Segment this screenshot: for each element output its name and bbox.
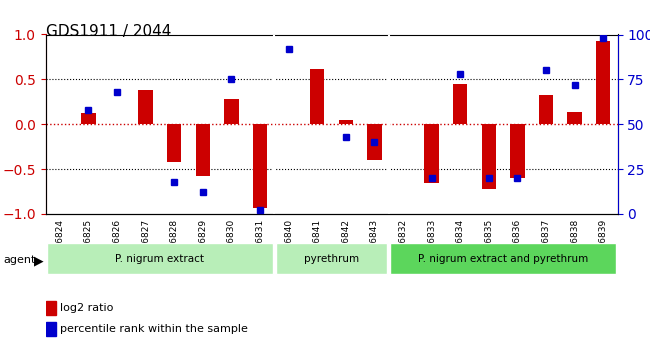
Bar xyxy=(510,124,525,178)
Text: agent: agent xyxy=(3,256,36,265)
FancyBboxPatch shape xyxy=(390,243,616,274)
Text: P. nigrum extract: P. nigrum extract xyxy=(116,254,204,264)
Bar xyxy=(310,69,324,124)
Bar xyxy=(224,99,239,124)
Bar xyxy=(196,124,210,176)
Bar xyxy=(339,120,353,124)
Text: percentile rank within the sample: percentile rank within the sample xyxy=(60,324,248,334)
Text: P. nigrum extract and pyrethrum: P. nigrum extract and pyrethrum xyxy=(418,254,588,264)
Bar xyxy=(567,112,582,124)
Bar xyxy=(253,124,267,208)
Bar xyxy=(81,112,96,124)
Bar xyxy=(424,124,439,183)
Text: ▶: ▶ xyxy=(34,254,44,267)
Bar xyxy=(453,84,467,124)
Text: pyrethrum: pyrethrum xyxy=(304,254,359,264)
Bar xyxy=(596,41,610,124)
Bar xyxy=(46,301,56,315)
Bar xyxy=(367,124,382,160)
Text: GDS1911 / 2044: GDS1911 / 2044 xyxy=(46,24,171,39)
Bar xyxy=(167,124,181,162)
Bar xyxy=(539,96,553,124)
Bar xyxy=(482,124,496,189)
Text: log2 ratio: log2 ratio xyxy=(60,303,113,313)
FancyBboxPatch shape xyxy=(47,243,273,274)
Bar xyxy=(138,90,153,124)
Bar xyxy=(46,322,56,336)
FancyBboxPatch shape xyxy=(276,243,387,274)
